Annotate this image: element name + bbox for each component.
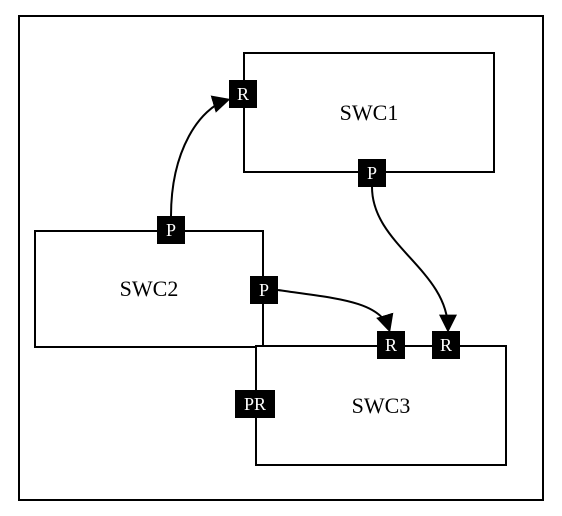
node-label-swc1: SWC1 (340, 100, 399, 126)
port-label-swc3_r_left: R (385, 335, 397, 356)
port-label-swc3_r_right: R (440, 335, 452, 356)
diagram-stage: SWC1SWC2SWC3RPPPRRPR (0, 0, 562, 516)
node-swc2: SWC2 (34, 230, 264, 348)
port-swc3_pr_left: PR (235, 390, 275, 418)
port-label-swc1_r_left: R (237, 84, 249, 105)
port-swc2_p_right: P (250, 276, 278, 304)
port-label-swc1_p_bot: P (367, 163, 377, 184)
port-swc1_r_left: R (229, 80, 257, 108)
port-swc2_p_top: P (157, 216, 185, 244)
node-label-swc3: SWC3 (352, 393, 411, 419)
node-label-swc2: SWC2 (120, 276, 179, 302)
node-swc1: SWC1 (243, 52, 495, 173)
node-swc3: SWC3 (255, 345, 507, 466)
port-swc1_p_bot: P (358, 159, 386, 187)
port-label-swc3_pr_left: PR (244, 394, 266, 415)
port-label-swc2_p_top: P (166, 220, 176, 241)
port-label-swc2_p_right: P (259, 280, 269, 301)
port-swc3_r_right: R (432, 331, 460, 359)
port-swc3_r_left: R (377, 331, 405, 359)
